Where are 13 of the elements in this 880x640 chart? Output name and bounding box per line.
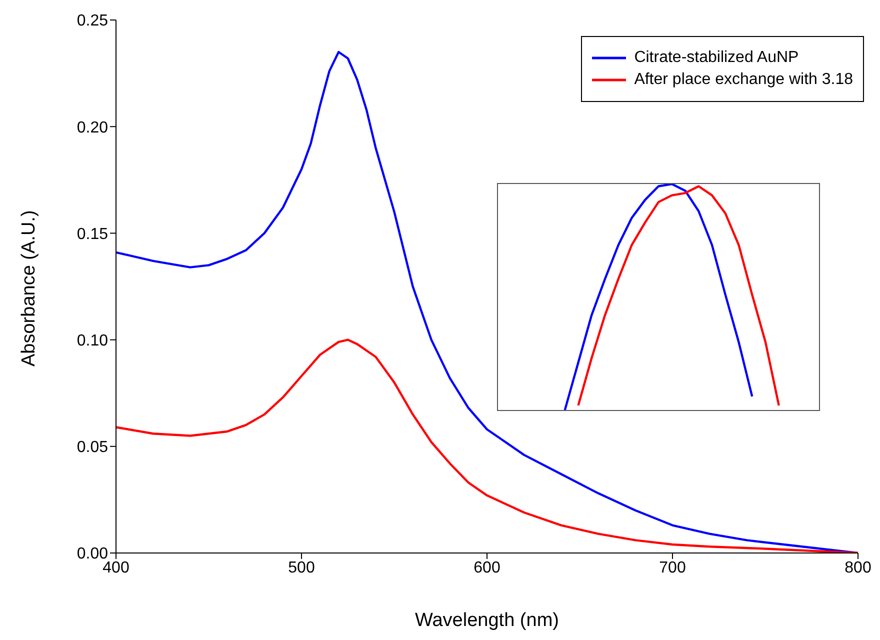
x-tick-label: 500: [288, 559, 315, 576]
y-tick-label: 0.25: [76, 12, 108, 30]
x-tick-label: 800: [844, 559, 872, 576]
x-tick-label: 600: [474, 559, 500, 576]
y-tick-label: 0.10: [76, 332, 108, 350]
y-tick-label: 0.20: [76, 119, 108, 136]
x-tick-label: 700: [659, 559, 686, 576]
y-axis-title: Absorbance (A.U.): [18, 210, 40, 366]
legend-label: After place exchange with 3.18: [634, 71, 853, 89]
legend-label: Citrate-stabilized AuNP: [634, 49, 799, 67]
y-tick-label: 0.15: [76, 226, 108, 243]
x-axis-title: Wavelength (nm): [415, 610, 559, 631]
y-tick-label: 0.05: [76, 439, 108, 456]
